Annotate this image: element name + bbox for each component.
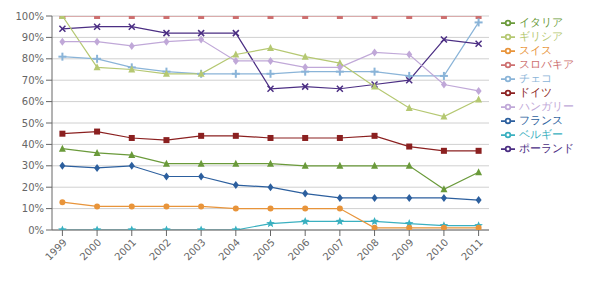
html-text:チェコ: チェコ xyxy=(519,72,552,85)
svg-text:2009: 2009 xyxy=(390,237,416,263)
html-text:スイス: スイス xyxy=(519,44,552,57)
html-text:ベルギー: ベルギー xyxy=(519,128,563,141)
svg-text:40%: 40% xyxy=(22,139,44,150)
svg-text:2008: 2008 xyxy=(355,237,381,263)
svg-text:100%: 100% xyxy=(15,11,44,22)
html-text:フランス: フランス xyxy=(519,114,563,127)
svg-text:2003: 2003 xyxy=(182,237,208,263)
svg-text:50%: 50% xyxy=(22,118,44,129)
svg-text:2005: 2005 xyxy=(251,237,277,263)
svg-text:60%: 60% xyxy=(22,96,44,107)
svg-text:2007: 2007 xyxy=(321,237,347,263)
svg-text:2001: 2001 xyxy=(112,237,138,263)
svg-text:0%: 0% xyxy=(28,225,44,236)
html-text:ポーランド: ポーランド xyxy=(519,142,574,155)
svg-text:30%: 30% xyxy=(22,160,44,171)
html-text:スロバキア: スロバキア xyxy=(519,58,574,71)
svg-text:10%: 10% xyxy=(22,203,44,214)
html-text:ハンガリー: ハンガリー xyxy=(519,100,574,113)
svg-text:2000: 2000 xyxy=(78,237,104,263)
html-text:イタリア: イタリア xyxy=(519,16,563,29)
svg-text:20%: 20% xyxy=(22,182,44,193)
html-text:ドイツ: ドイツ xyxy=(519,86,552,99)
svg-text:80%: 80% xyxy=(22,53,44,64)
svg-text:1999: 1999 xyxy=(43,237,69,263)
svg-text:90%: 90% xyxy=(22,32,44,43)
svg-text:2004: 2004 xyxy=(216,237,242,263)
html-text:ギリシア: ギリシア xyxy=(519,30,563,43)
svg-text:2011: 2011 xyxy=(459,237,485,263)
svg-text:2010: 2010 xyxy=(425,237,451,263)
svg-text:2006: 2006 xyxy=(286,237,312,263)
svg-text:70%: 70% xyxy=(22,75,44,86)
svg-text:2002: 2002 xyxy=(147,237,173,263)
